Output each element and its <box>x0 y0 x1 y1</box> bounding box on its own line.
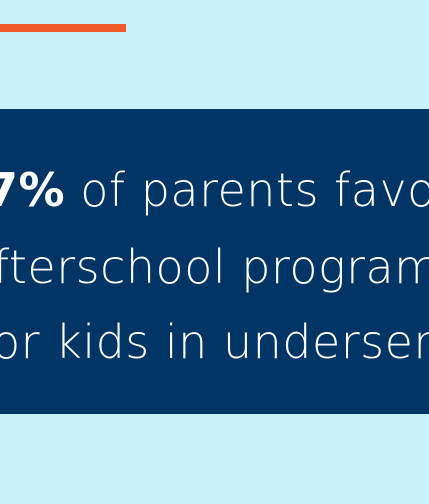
statistic-value: 7% <box>0 163 66 217</box>
quote-panel: 7% of parents favo fterschool program or… <box>0 109 429 414</box>
accent-bar <box>0 24 126 32</box>
statement-line-2: fterschool program <box>0 240 429 294</box>
statement-line-1-text: of parents favo <box>65 163 429 217</box>
statement-line-1: 7% of parents favo <box>0 167 429 213</box>
statement-line-3: or kids in underserv <box>0 315 429 369</box>
